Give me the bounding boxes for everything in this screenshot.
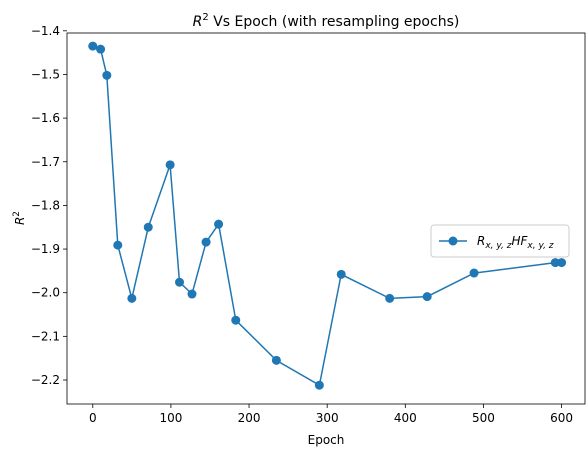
x-tick-label: 300 (316, 411, 339, 425)
data-point (187, 289, 197, 299)
data-point (165, 160, 175, 170)
y-tick-label: −2.2 (31, 373, 60, 387)
x-tick-label: 0 (89, 411, 97, 425)
y-tick-label: −1.5 (31, 67, 60, 81)
chart-title: R2 Vs Epoch (with resampling epochs) (193, 12, 460, 30)
x-tick-label: 600 (550, 411, 573, 425)
data-point (550, 258, 560, 268)
data-point (271, 355, 281, 365)
series-line (92, 45, 562, 387)
data-point (201, 237, 211, 247)
chart-title-sup: 2 (202, 12, 208, 23)
data-point (102, 70, 112, 80)
data-point (214, 219, 224, 229)
legend-box (430, 224, 570, 258)
series-layer (88, 41, 567, 390)
plot-frame (66, 32, 586, 405)
y-tick-label: −1.6 (31, 111, 60, 125)
data-point (127, 293, 137, 303)
chart-title-main: R (193, 14, 203, 30)
legend: Rx, y, zHFx, y, z (430, 224, 570, 258)
data-point (557, 258, 567, 268)
y-axis-label: R2 (12, 211, 27, 225)
legend-label: Rx, y, zHFx, y, z (477, 234, 554, 251)
y-tick-label: −2.1 (31, 329, 60, 343)
y-tick-label: −1.8 (31, 198, 60, 212)
data-point (175, 277, 185, 287)
data-point (96, 44, 106, 54)
data-point (113, 240, 123, 250)
y-tick-label: −2.0 (31, 286, 60, 300)
x-axis-label: Epoch (308, 433, 345, 447)
axis-ticks: 0 100 200 300 400 500 600 −1.4 −1.5 −1.6 −1.7 −1.8 −… (31, 24, 573, 425)
x-tick-label: 200 (238, 411, 261, 425)
x-tick-label: 400 (394, 411, 417, 425)
data-point (231, 315, 241, 325)
data-point (314, 380, 324, 390)
y-tick-label: −1.9 (31, 242, 60, 256)
legend-part-1: R (477, 234, 485, 248)
data-point (336, 269, 346, 279)
data-point (88, 41, 98, 51)
legend-part-2: x, y, z (484, 241, 511, 251)
y-axis-label-sup: 2 (12, 211, 22, 217)
data-point (422, 292, 432, 302)
x-tick-label: 500 (472, 411, 495, 425)
chart-title-rest: Vs Epoch (with resampling epochs) (209, 14, 460, 30)
data-point (469, 268, 479, 278)
legend-marker (448, 236, 458, 246)
data-point (143, 222, 153, 232)
y-axis-label-main: R (13, 217, 27, 225)
legend-part-3: HF (511, 234, 528, 248)
data-point (385, 293, 395, 303)
y-tick-label: −1.4 (31, 24, 60, 38)
y-tick-label: −1.7 (31, 155, 60, 169)
legend-part-4: x, y, z (526, 241, 553, 251)
x-tick-label: 100 (159, 411, 182, 425)
